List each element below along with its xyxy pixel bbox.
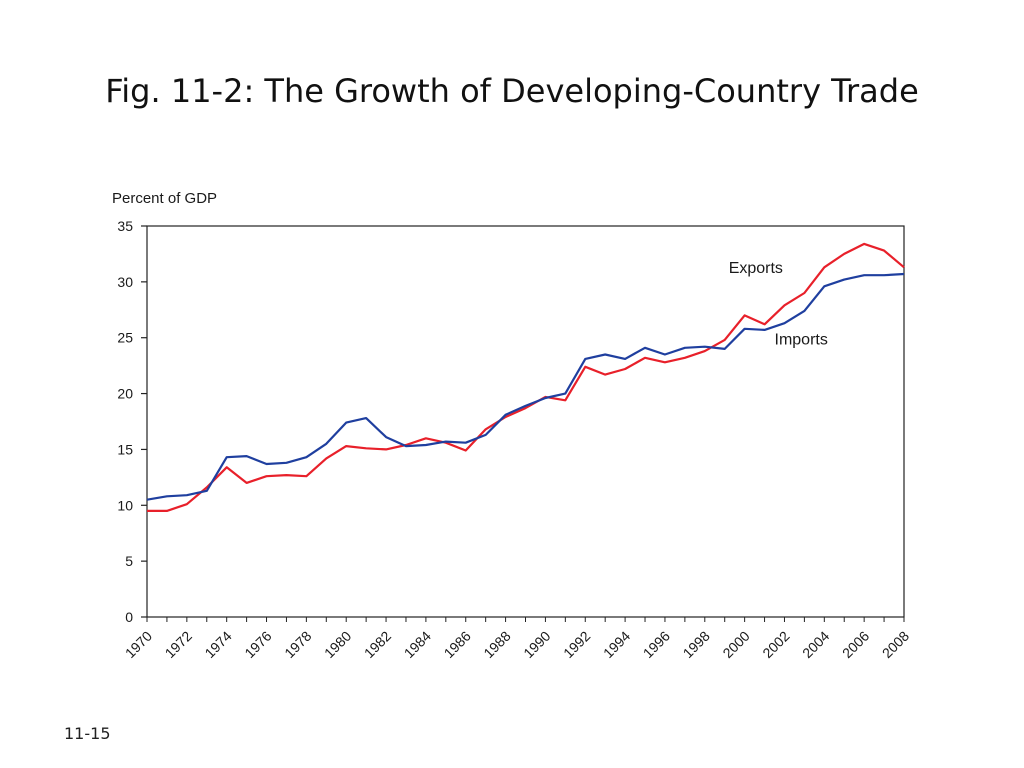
y-tick-label: 35: [117, 218, 133, 234]
y-tick-label: 10: [117, 497, 133, 513]
y-axis: 0 5 10 15 20 25 30 35: [117, 218, 147, 625]
x-tick-label: 1972: [162, 628, 195, 661]
slide-number: 11-15: [64, 724, 111, 743]
x-tick-label: 1988: [480, 628, 513, 661]
x-tick-label: 2000: [719, 628, 752, 661]
x-tick-label: 1980: [321, 628, 354, 661]
plot-frame: [146, 225, 905, 618]
y-axis-title: Percent of GDP: [112, 190, 217, 207]
x-tick-label: 1994: [600, 628, 633, 661]
series-lines: [146, 242, 905, 512]
x-tick-label: 2006: [839, 628, 872, 661]
x-tick-label: 1998: [680, 628, 713, 661]
y-tick-label: 30: [117, 274, 133, 290]
x-axis: 1970 1972 1974 1976 1978 1980 1982 1984 1986 1988…: [122, 617, 912, 661]
plot-border: [146, 225, 905, 618]
y-tick-label: 5: [125, 553, 133, 569]
y-tick-label: 0: [125, 609, 133, 625]
x-tick-label: 1982: [361, 628, 394, 661]
y-tick-label: 20: [117, 386, 133, 402]
x-tick-label: 1978: [281, 628, 314, 661]
x-tick-label: 2002: [759, 628, 792, 661]
x-tick-label: 2008: [879, 628, 912, 661]
y-tick-label: 25: [117, 330, 133, 346]
x-tick-label: 1990: [520, 628, 553, 661]
series-labels: Exports Imports: [729, 260, 828, 348]
x-tick-label: 1970: [122, 628, 155, 661]
x-tick-label: 1986: [441, 628, 474, 661]
x-tick-label: 1976: [241, 628, 274, 661]
x-tick-label: 1984: [401, 628, 434, 661]
slide-title: Fig. 11-2: The Growth of Developing-Coun…: [105, 72, 919, 110]
x-tick-label: 1992: [560, 628, 593, 661]
imports-label: Imports: [775, 331, 828, 348]
x-tick-label: 1996: [640, 628, 673, 661]
x-tick-label: 2004: [799, 628, 832, 661]
y-tick-label: 15: [117, 441, 133, 457]
imports-line: [146, 272, 905, 501]
exports-line: [147, 242, 905, 512]
x-tick-label: 1974: [201, 628, 234, 661]
exports-label: Exports: [729, 260, 783, 277]
